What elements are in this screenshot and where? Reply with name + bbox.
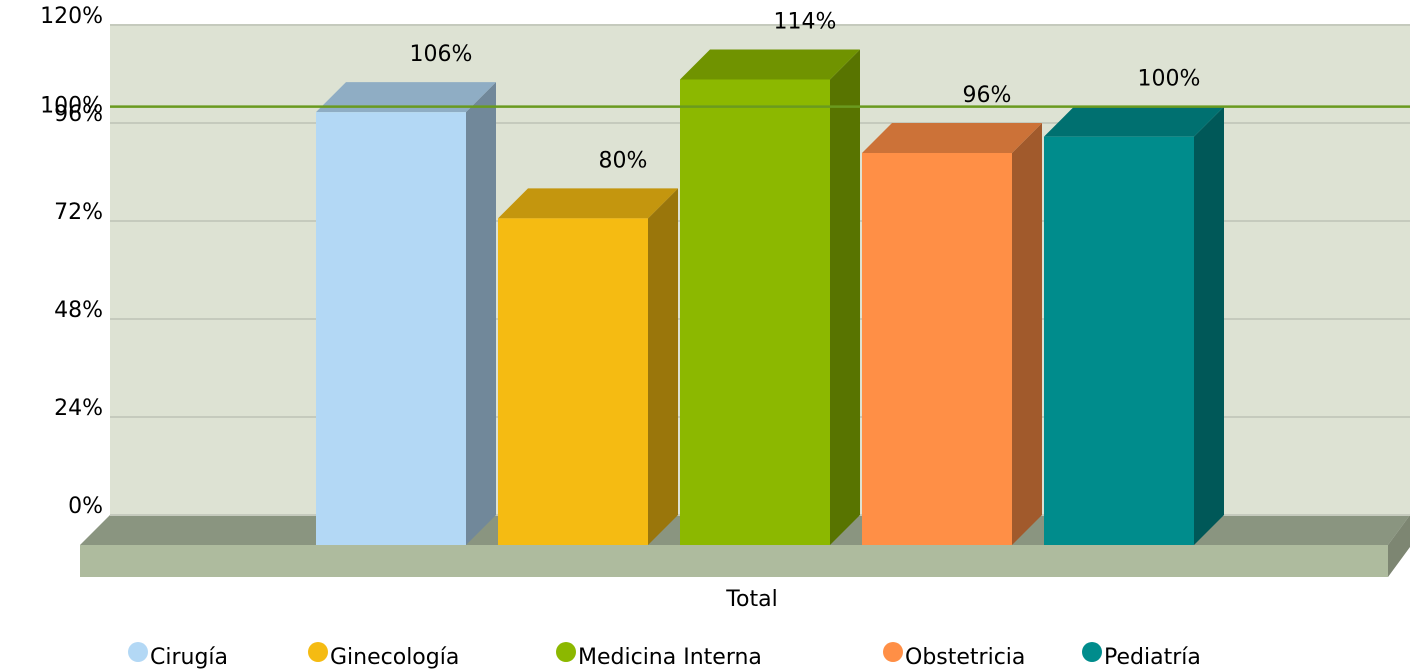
x-category-label: Total bbox=[725, 587, 777, 612]
bar bbox=[316, 112, 466, 546]
bar bbox=[1044, 136, 1194, 545]
bar-side bbox=[648, 188, 678, 546]
y-tick-label: 96% bbox=[54, 102, 103, 127]
legend-label: Ginecología bbox=[330, 645, 459, 669]
y-tick-label: 120% bbox=[40, 4, 103, 29]
bar-top bbox=[498, 188, 678, 219]
floor-side bbox=[1388, 515, 1410, 577]
y-tick-label: 24% bbox=[54, 396, 103, 421]
bar-top bbox=[316, 82, 496, 113]
legend-marker bbox=[883, 642, 903, 662]
legend-marker bbox=[128, 642, 148, 662]
legend-label: Pediatría bbox=[1104, 645, 1201, 669]
legend-marker bbox=[556, 642, 576, 662]
bar bbox=[862, 153, 1012, 545]
data-label: 106% bbox=[410, 42, 473, 67]
legend-label: Medicina Interna bbox=[578, 645, 762, 669]
bar bbox=[680, 79, 830, 545]
legend-marker bbox=[1082, 642, 1102, 662]
bar-side bbox=[1194, 106, 1224, 546]
bar-top bbox=[862, 123, 1042, 153]
data-label: 114% bbox=[774, 10, 837, 35]
legend-marker bbox=[308, 642, 328, 662]
legend-label: Cirugía bbox=[150, 645, 228, 669]
data-label: 96% bbox=[963, 83, 1012, 108]
bar-top bbox=[680, 49, 860, 80]
data-label: 100% bbox=[1138, 67, 1201, 92]
legend-label: Obstetricia bbox=[905, 645, 1025, 669]
bar-top bbox=[1044, 106, 1224, 137]
y-tick-label: 72% bbox=[54, 200, 103, 225]
y-tick-label: 48% bbox=[54, 298, 103, 323]
floor-front bbox=[80, 545, 1388, 577]
data-label: 80% bbox=[599, 148, 648, 173]
bar-side bbox=[830, 49, 860, 545]
bar bbox=[498, 218, 648, 546]
trend-line-label: 100% bbox=[40, 94, 103, 119]
y-tick-label: 0% bbox=[68, 494, 103, 519]
bar-side bbox=[466, 82, 496, 546]
bar-side bbox=[1012, 123, 1042, 545]
